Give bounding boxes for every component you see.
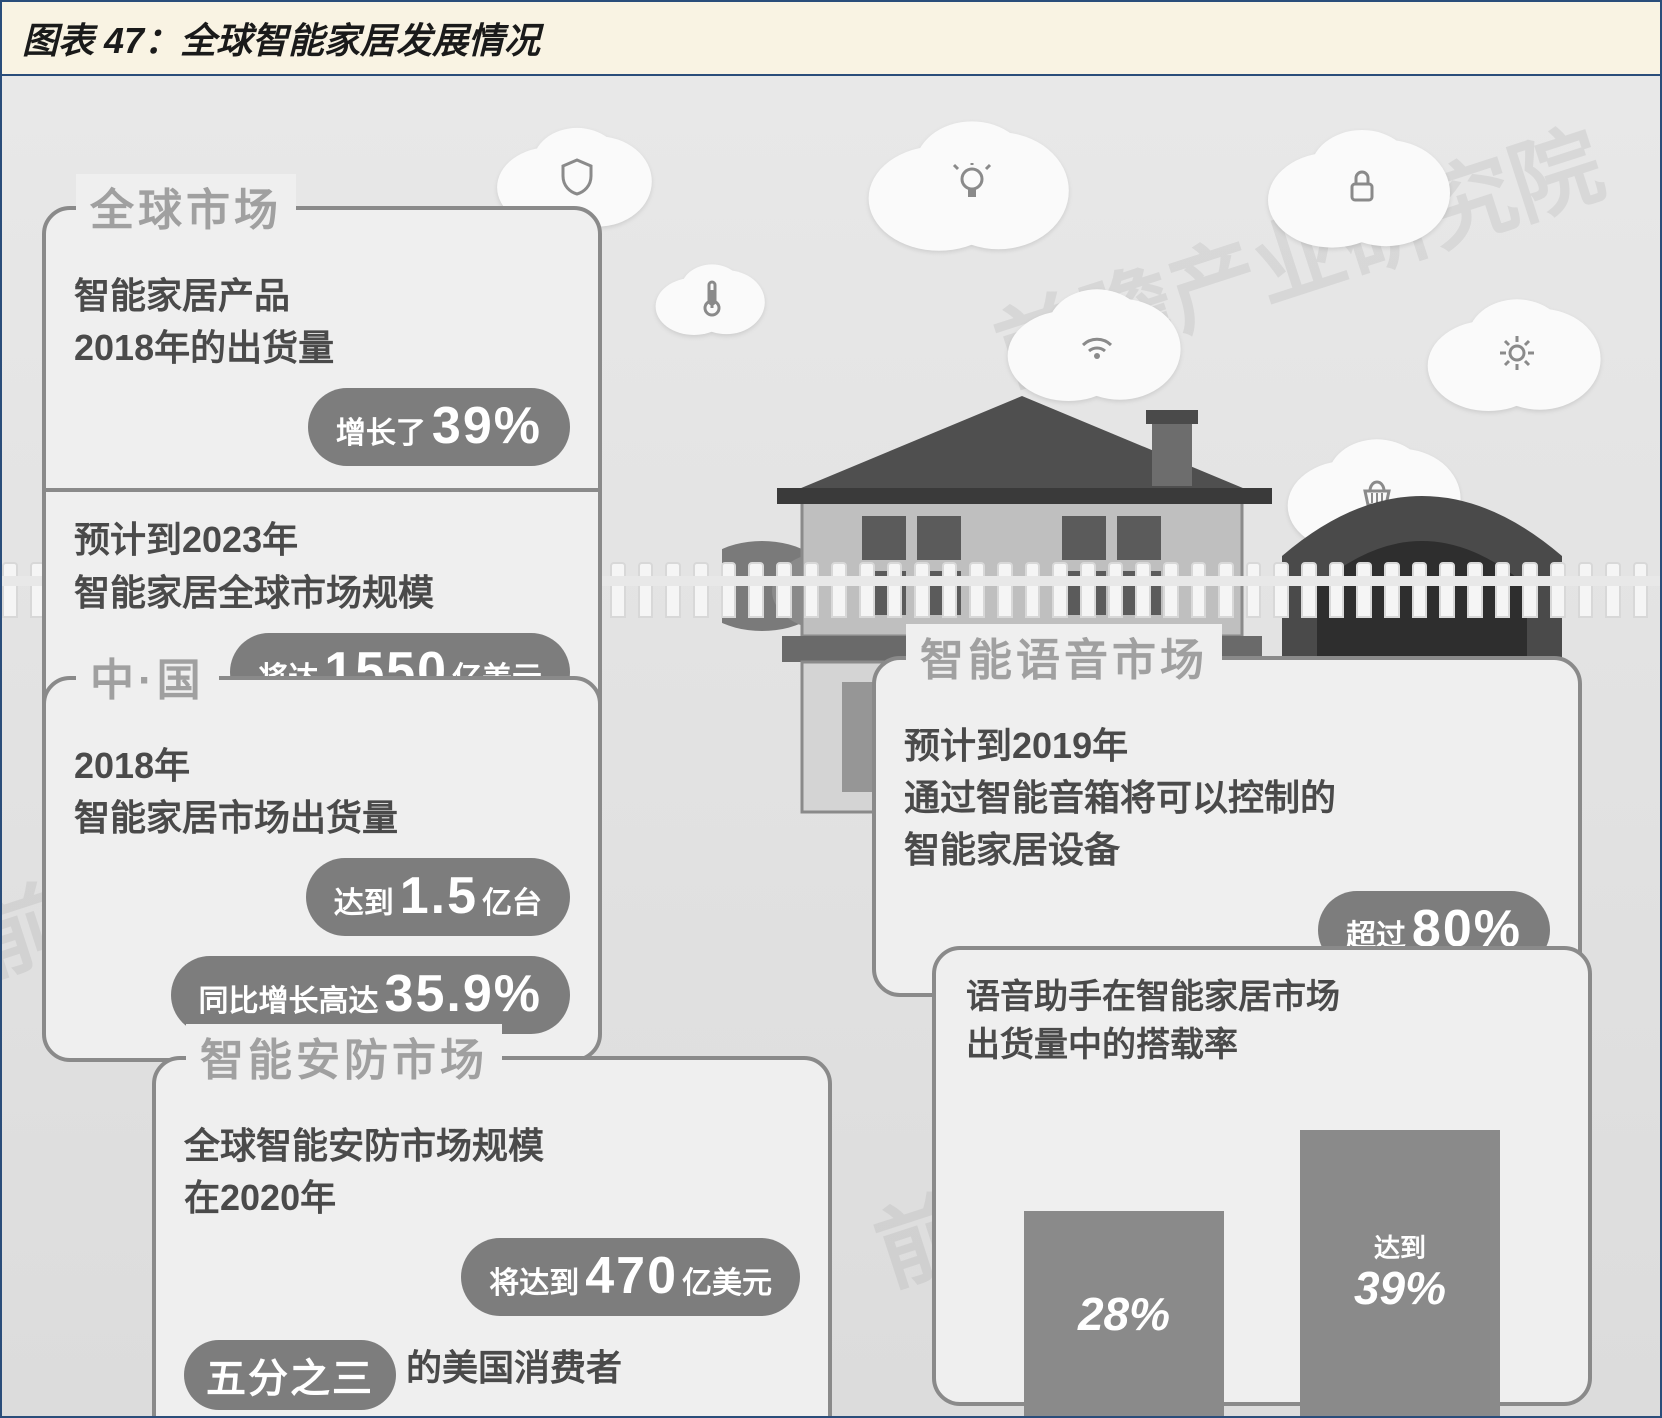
pill-prefix: 同比增长高达 xyxy=(199,976,379,1020)
page-frame: 图表 47：全球智能家居发展情况 前瞻产业研究院 前瞻产业研究院 前瞻产业研究院 xyxy=(0,0,1662,1418)
pill-unit: 亿美元 xyxy=(682,1258,772,1302)
text-line: 在2020年 xyxy=(184,1172,800,1224)
pill-unit: 亿台 xyxy=(482,878,542,922)
infographic-canvas: 前瞻产业研究院 前瞻产业研究院 前瞻产业研究院 xyxy=(2,76,1660,1416)
text-line: 通过智能音箱将可以控制的 xyxy=(904,772,1550,824)
card-title: 中·国 xyxy=(76,644,219,708)
text-line: 智能家居设备 xyxy=(904,824,1550,876)
bar: 28%2018年 xyxy=(1024,1211,1224,1416)
stat-pill: 将达到 470 亿美元 xyxy=(461,1238,800,1316)
card-security: 智能安防市场 全球智能安防市场规模 在2020年 将达到 470 亿美元 五分之… xyxy=(152,1056,832,1416)
chart-title-line: 出货量中的搭载率 xyxy=(966,1022,1558,1070)
bar-prefix: 达到 xyxy=(1354,1235,1446,1261)
pill-value: 470 xyxy=(585,1246,678,1306)
pill-value: 39% xyxy=(432,396,542,456)
text-line: 全球智能安防市场规模 xyxy=(184,1120,800,1172)
pill-prefix: 达到 xyxy=(334,878,394,922)
text-line: 购买智能家居产品通过智能手 xyxy=(184,1410,800,1416)
text-line: 的美国消费者 xyxy=(406,1342,622,1394)
card-title: 全球市场 xyxy=(76,174,296,238)
stat-pill: 五分之三 xyxy=(184,1340,396,1410)
bar-value: 28% xyxy=(1078,1288,1170,1340)
cloud-bulb-icon xyxy=(862,106,1082,260)
figure-title: 图表 47：全球智能家居发展情况 xyxy=(2,2,1660,76)
stat-pill: 增长了 39% xyxy=(308,388,570,466)
pill-value: 1.5 xyxy=(400,866,478,926)
stat-pill: 达到 1.5 亿台 xyxy=(306,858,570,936)
bar-value: 39% xyxy=(1354,1262,1446,1314)
text-line: 智能家居产品 xyxy=(74,270,570,322)
text-line: 2018年的出货量 xyxy=(74,322,570,374)
card-china: 中·国 2018年 智能家居市场出货量 达到 1.5 亿台 同比增长高达 35.… xyxy=(42,676,602,1062)
text-line: 智能家居市场出货量 xyxy=(74,792,570,844)
stat-pill: 同比增长高达 35.9% xyxy=(171,956,570,1034)
text-line: 智能家居全球市场规模 xyxy=(74,567,570,619)
pill-value: 35.9% xyxy=(385,964,542,1024)
cloud-lock-icon xyxy=(1262,116,1462,256)
pill-value: 五分之三 xyxy=(206,1346,374,1404)
bars-area: 28%2018年达到39%预计到2019年 xyxy=(966,1089,1558,1416)
bar: 达到39%预计到2019年 xyxy=(1300,1130,1500,1416)
card-title: 智能安防市场 xyxy=(186,1024,502,1088)
text-line: 2018年 xyxy=(74,740,570,792)
pill-prefix: 增长了 xyxy=(336,408,426,452)
divider xyxy=(46,488,598,492)
bar-chart: 语音助手在智能家居市场 出货量中的搭载率 28%2018年达到39%预计到201… xyxy=(932,946,1592,1406)
card-title: 智能语音市场 xyxy=(906,624,1222,688)
chart-title-line: 语音助手在智能家居市场 xyxy=(966,974,1558,1022)
cloud-thermometer-icon xyxy=(652,256,772,340)
pill-prefix: 将达到 xyxy=(489,1258,579,1302)
text-line: 预计到2019年 xyxy=(904,720,1550,772)
text-line: 预计到2023年 xyxy=(74,514,570,566)
